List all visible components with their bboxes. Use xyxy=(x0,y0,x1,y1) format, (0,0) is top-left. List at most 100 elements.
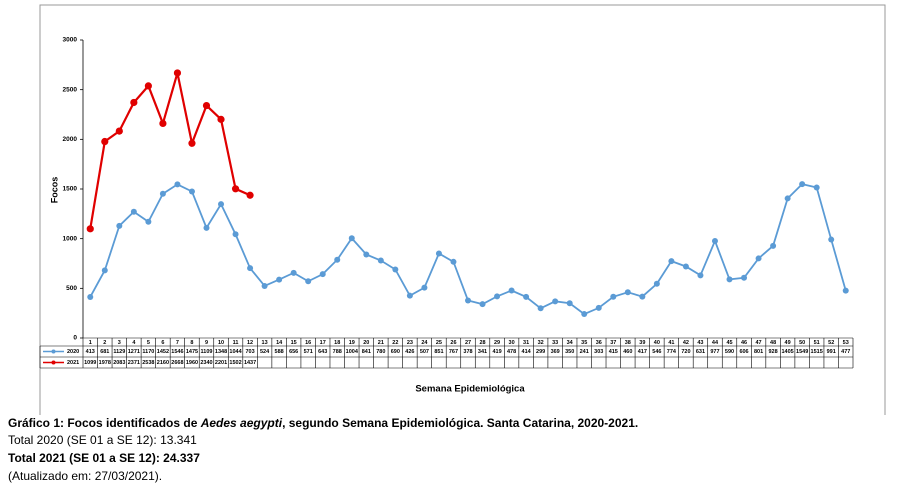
table-value: 631 xyxy=(696,349,705,355)
x-tick-label: 10 xyxy=(218,340,224,346)
table-value: 1960 xyxy=(186,360,198,366)
table-value: 1437 xyxy=(244,360,256,366)
x-tick-label: 43 xyxy=(697,340,703,346)
table-value: 1978 xyxy=(99,360,111,366)
x-tick-label: 24 xyxy=(421,340,428,346)
x-tick-label: 23 xyxy=(407,340,413,346)
x-tick-label: 49 xyxy=(785,340,791,346)
point xyxy=(218,201,225,208)
point xyxy=(755,255,762,262)
point xyxy=(537,305,544,312)
point xyxy=(101,137,109,146)
point xyxy=(159,190,166,197)
x-tick-label: 32 xyxy=(538,340,544,346)
table-value: 1515 xyxy=(811,349,823,355)
total-2020: Total 2020 (SE 01 a SE 12): 13.341 xyxy=(8,433,197,447)
table-value: 241 xyxy=(580,349,589,355)
x-tick-label: 13 xyxy=(262,340,268,346)
x-tick-label: 45 xyxy=(726,340,732,346)
point xyxy=(711,237,718,244)
x-tick-label: 8 xyxy=(190,340,193,346)
x-tick-label: 36 xyxy=(596,340,602,346)
point xyxy=(595,304,602,311)
point xyxy=(144,82,152,90)
table-value: 1452 xyxy=(157,349,169,355)
y-tick-label: 1500 xyxy=(63,186,78,193)
point xyxy=(421,284,428,291)
point xyxy=(770,242,777,249)
table-value: 1109 xyxy=(201,349,213,355)
table-value: 656 xyxy=(289,349,298,355)
point xyxy=(813,184,820,191)
table-value: 2340 xyxy=(200,360,212,366)
point xyxy=(610,293,617,300)
table-value: 1546 xyxy=(171,349,183,355)
legend-label: 2021 xyxy=(67,360,79,366)
table-value: 774 xyxy=(667,349,677,355)
table-value: 460 xyxy=(623,349,632,355)
x-tick-label: 19 xyxy=(349,340,355,346)
x-tick-label: 35 xyxy=(581,340,587,346)
caption-text: Gráfico 1: Focos identificados de xyxy=(8,416,201,430)
x-tick-label: 4 xyxy=(132,340,136,346)
x-tick-label: 37 xyxy=(610,340,616,346)
table-value: 780 xyxy=(376,349,385,355)
y-tick-label: 1000 xyxy=(63,235,78,242)
point xyxy=(494,293,501,300)
point xyxy=(842,287,849,294)
caption-text: , segundo Semana Epidemiológica. Santa C… xyxy=(282,416,639,430)
table-value: 588 xyxy=(275,349,284,355)
point xyxy=(581,311,588,318)
x-tick-label: 52 xyxy=(828,340,834,346)
table-value: 2538 xyxy=(142,360,154,366)
x-tick-label: 50 xyxy=(799,340,805,346)
x-tick-label: 51 xyxy=(814,340,820,346)
updated: (Atualizado em: 27/03/2021). xyxy=(8,469,163,483)
legend-label: 2020 xyxy=(67,349,79,355)
point xyxy=(363,251,370,258)
point xyxy=(174,181,181,188)
total-2021: Total 2021 (SE 01 a SE 12): 24.337 xyxy=(8,451,200,465)
table-value: 2371 xyxy=(128,360,140,366)
x-tick-label: 12 xyxy=(247,340,253,346)
point xyxy=(566,300,573,307)
point xyxy=(348,235,355,242)
table-value: 2083 xyxy=(113,360,125,366)
point xyxy=(247,265,254,272)
point xyxy=(682,263,689,270)
table-value: 977 xyxy=(710,349,719,355)
x-tick-label: 31 xyxy=(523,340,529,346)
chart: Focos Semana Epidemiológica 0 500 1000 1500… xyxy=(39,4,886,415)
table-value: 690 xyxy=(391,349,400,355)
point xyxy=(450,258,457,265)
x-tick-label: 2 xyxy=(103,340,106,346)
point xyxy=(145,218,152,225)
x-tick-label: 16 xyxy=(305,340,311,346)
series-line xyxy=(89,183,847,316)
y-tick-label: 500 xyxy=(66,285,77,292)
x-tick-label: 21 xyxy=(378,340,384,346)
x-tick-label: 38 xyxy=(625,340,631,346)
x-tick-label: 14 xyxy=(276,340,283,346)
point xyxy=(217,115,225,123)
point xyxy=(653,280,660,287)
table-value: 851 xyxy=(434,349,443,355)
x-tick-label: 39 xyxy=(639,340,645,346)
table-value: 507 xyxy=(420,349,429,355)
table-value: 1271 xyxy=(128,349,140,355)
point xyxy=(726,276,733,283)
point xyxy=(116,222,123,229)
table-value: 841 xyxy=(362,349,371,355)
point xyxy=(741,274,748,281)
table-value: 415 xyxy=(609,349,618,355)
point xyxy=(624,289,631,296)
point xyxy=(173,69,182,77)
table-value: 341 xyxy=(478,349,487,355)
legend-marker xyxy=(51,349,56,354)
caption-species: Aedes aegypti xyxy=(200,416,283,430)
point xyxy=(188,188,195,195)
table-value: 720 xyxy=(681,349,690,355)
x-tick-label: 29 xyxy=(494,340,500,346)
x-tick-label: 26 xyxy=(450,340,456,346)
